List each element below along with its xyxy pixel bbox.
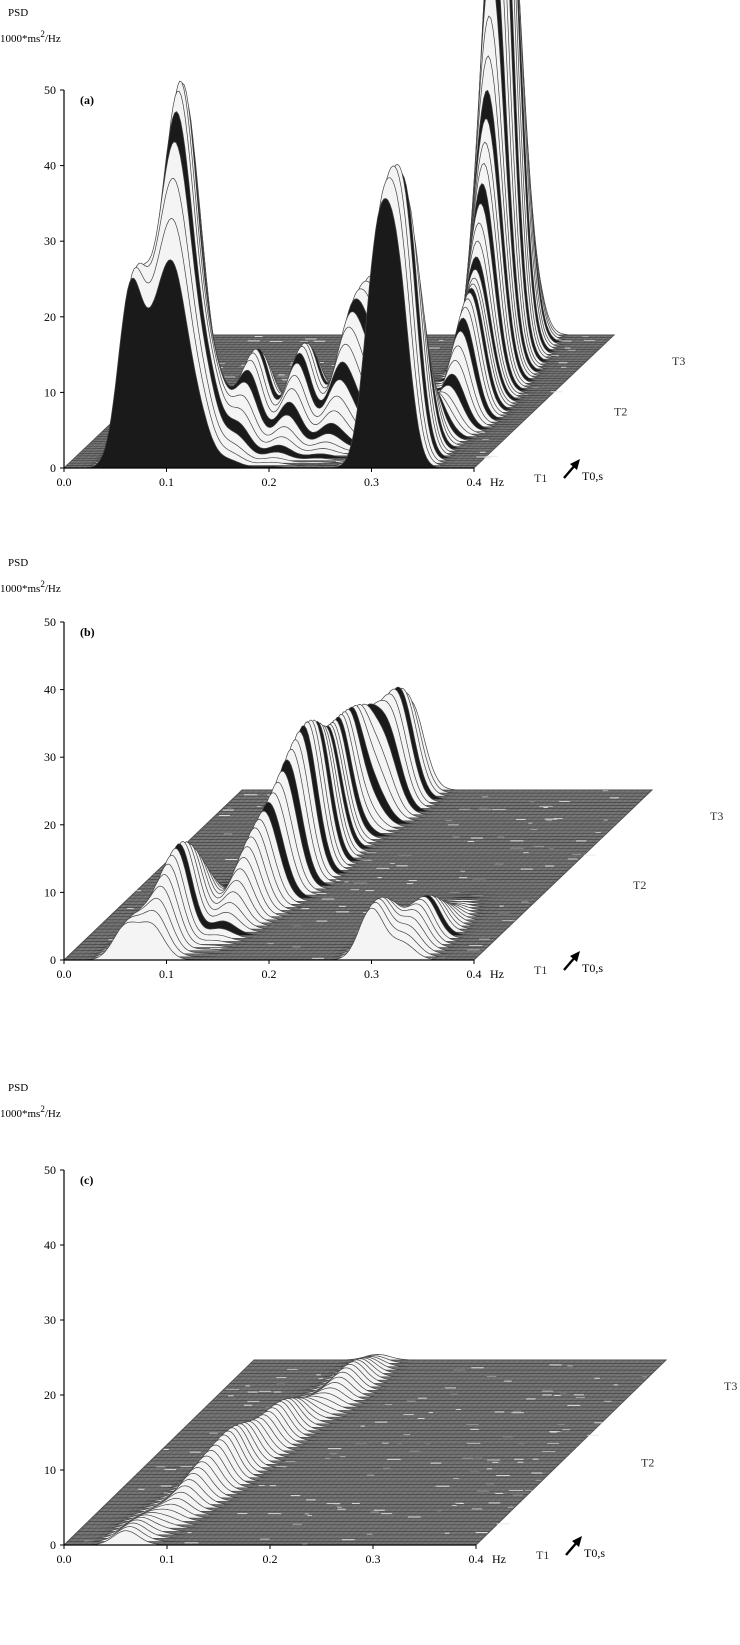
surface-slice [88, 1508, 501, 1522]
y-tick-label: 0 [50, 953, 56, 967]
chart-panel-c: PSD 1000*ms2/Hz (c) 0 10 20 30 40 50 0.0 0.1 0.2 0.3… [0, 1075, 740, 1595]
x-tick-label: 0.4 [469, 1552, 484, 1566]
chart-panel-b: PSD 1000*ms2/Hz (b) 0 10 20 30 40 50 0.0 0.1 0.2 0.3… [0, 550, 740, 1070]
x-axis-unit: Hz [490, 967, 504, 981]
surface-slice [148, 739, 559, 880]
surface-slice [95, 1498, 508, 1516]
x-tick-label: 0.1 [159, 967, 174, 981]
surface-slice [247, 1356, 660, 1368]
chart-a-svg: PSD 1000*ms2/Hz (a) 0 10 20 30 40 50 0.0 0.1 0.2 0.3… [0, 0, 685, 489]
x-tick-label: 0.3 [364, 475, 379, 489]
chart-c-svg: PSD 1000*ms2/Hz (c) 0 10 20 30 40 50 0.0 0.1 0.2 0.3… [0, 1082, 737, 1566]
chart-b-svg: PSD 1000*ms2/Hz (b) 0 10 20 30 40 50 0.0 0.1 0.2 0.3… [0, 557, 723, 981]
depth-label-t2: T2 [614, 405, 627, 419]
surface-slice [102, 1485, 514, 1509]
depth-arrowhead-icon [570, 459, 580, 470]
surface-slice [154, 725, 565, 874]
y-tick-label: 30 [44, 1313, 56, 1327]
x-tick-label: 0.1 [160, 1552, 175, 1566]
x-tick-label: 0.1 [159, 475, 174, 489]
depth-axis-label: T0,s [582, 469, 603, 483]
surface-slice [64, 198, 474, 469]
y-tick-label: 40 [44, 159, 56, 173]
y-tick-label: 50 [44, 83, 56, 97]
panel-label: (a) [80, 93, 94, 107]
x-axis-unit: Hz [490, 475, 504, 489]
depth-label-t1: T1 [534, 963, 547, 977]
depth-arrowhead-icon [570, 951, 580, 962]
y-axis-title: PSD [8, 1082, 28, 1094]
depth-label-t2: T2 [633, 878, 646, 892]
depth-arrowhead-icon [572, 1536, 582, 1547]
depth-axis-label: T0,s [582, 961, 603, 975]
depth-label-t1: T1 [534, 471, 547, 485]
depth-label-t2: T2 [641, 1456, 654, 1470]
y-tick-label: 40 [44, 1238, 56, 1252]
x-tick-label: 0.3 [366, 1552, 381, 1566]
y-tick-label: 10 [44, 385, 56, 399]
x-tick-label: 0.2 [263, 1552, 278, 1566]
x-tick-label: 0.0 [57, 1552, 72, 1566]
y-tick-label: 30 [44, 234, 56, 248]
y-tick-label: 20 [44, 1388, 56, 1402]
surface-slice [164, 719, 575, 865]
surface-slice [167, 720, 578, 862]
x-tick-label: 0.2 [262, 967, 277, 981]
x-tick-label: 0.0 [57, 475, 72, 489]
surface-slice [161, 719, 572, 868]
depth-label-t3: T3 [710, 809, 723, 823]
surface-slice [105, 1479, 518, 1505]
x-axis-unit: Hz [492, 1552, 506, 1566]
depth-label-t1: T1 [536, 1548, 549, 1562]
x-tick-label: 0.2 [262, 475, 277, 489]
y-tick-label: 50 [44, 615, 56, 629]
surface-slice [157, 721, 568, 871]
depth-axis-label: T0,s [584, 1546, 605, 1560]
y-axis-unit: 1000*ms2/Hz [0, 29, 61, 45]
y-axis-title: PSD [8, 557, 28, 569]
chart-panel-a: PSD 1000*ms2/Hz (a) 0 10 20 30 40 50 0.0 0.1 0.2 0.3… [0, 0, 740, 520]
x-tick-label: 0.4 [467, 475, 482, 489]
surface-slice [151, 731, 562, 877]
y-tick-label: 50 [44, 1163, 56, 1177]
y-tick-label: 0 [50, 461, 56, 475]
psd-surface [64, 686, 652, 961]
surface-slice [98, 1491, 511, 1512]
y-tick-label: 20 [44, 818, 56, 832]
psd-surface [64, 1354, 666, 1546]
y-tick-label: 40 [44, 683, 56, 697]
x-tick-label: 0.4 [467, 967, 482, 981]
y-axis-title: PSD [8, 7, 28, 19]
x-tick-label: 0.3 [364, 967, 379, 981]
surface-slice [254, 1354, 666, 1361]
panel-label: (b) [80, 625, 95, 639]
y-axis-unit: 1000*ms2/Hz [0, 579, 61, 595]
y-axis-unit: 1000*ms2/Hz [0, 1104, 61, 1120]
depth-label-t3: T3 [672, 354, 685, 368]
y-tick-label: 10 [44, 1463, 56, 1477]
y-tick-label: 0 [50, 1538, 56, 1552]
psd-surface [64, 0, 614, 469]
y-tick-label: 20 [44, 310, 56, 324]
depth-label-t3: T3 [724, 1379, 737, 1393]
x-tick-label: 0.0 [57, 967, 72, 981]
y-tick-label: 30 [44, 750, 56, 764]
panel-label: (c) [80, 1173, 93, 1187]
y-tick-label: 10 [44, 885, 56, 899]
